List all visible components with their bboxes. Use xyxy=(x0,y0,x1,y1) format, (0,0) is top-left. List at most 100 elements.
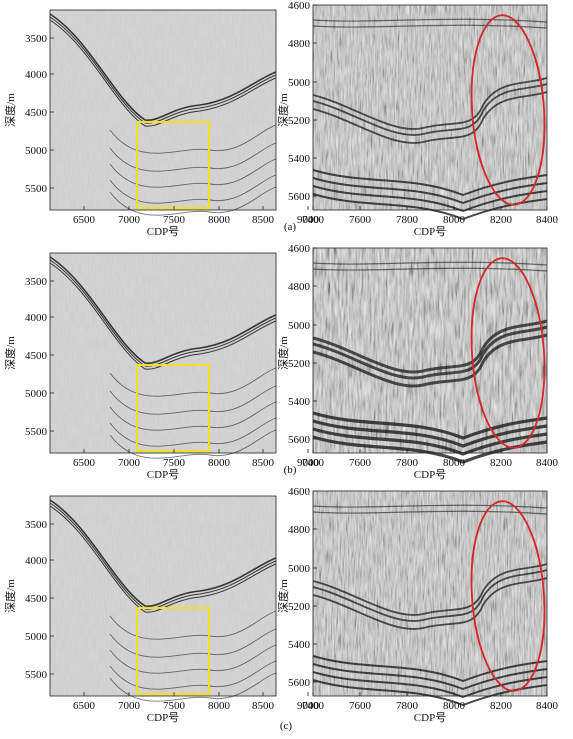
x-tick-label: 7000 xyxy=(118,214,141,226)
y-tick-label: 4800 xyxy=(288,281,311,293)
y-tick-label: 3500 xyxy=(25,519,48,531)
zoom-frame xyxy=(312,4,548,211)
x-tick-label: 8200 xyxy=(490,214,513,226)
y-tick-label: 4600 xyxy=(288,486,311,498)
y-axis-label: 深度/m xyxy=(276,336,290,370)
zoom-frame xyxy=(312,490,548,697)
zoom-reflector xyxy=(312,91,548,144)
x-tick-label: 8000 xyxy=(208,700,231,712)
y-axis-label: 深度/m xyxy=(3,93,17,127)
x-tick-label: 7400 xyxy=(302,457,325,469)
overview-noise xyxy=(50,10,276,210)
y-tick-label: 5600 xyxy=(288,677,311,689)
seabed-reflector xyxy=(49,256,277,364)
x-tick-label: 8000 xyxy=(443,457,466,469)
highlight-ellipse xyxy=(470,14,546,206)
seabed-reflector xyxy=(49,502,277,610)
x-tick-label: 7600 xyxy=(349,214,372,226)
x-tick-label: 8400 xyxy=(536,457,559,469)
x-tick-label: 7500 xyxy=(163,214,186,226)
y-tick-label: 3500 xyxy=(25,33,48,45)
y-tick-label: 5000 xyxy=(288,563,311,575)
x-tick-label: 9000 xyxy=(297,700,320,712)
y-tick-label: 5200 xyxy=(288,601,311,613)
x-tick-label: 8000 xyxy=(443,700,466,712)
y-tick-label: 4000 xyxy=(25,555,48,567)
deep-reflector xyxy=(109,672,277,702)
deep-reflector xyxy=(109,429,277,459)
y-tick-label: 4500 xyxy=(25,107,48,119)
zoom-deep-reflector xyxy=(312,663,548,691)
zoom-reflector xyxy=(312,325,548,380)
y-axis-label: 深度/m xyxy=(3,579,17,613)
x-tick-label: 7000 xyxy=(118,700,141,712)
y-tick-label: 4800 xyxy=(288,38,311,50)
deep-reflector xyxy=(109,610,277,640)
seabed-reflector xyxy=(49,505,277,613)
zoom-plot: 7400 7600 7800 8000 8200 8400 4600 4800 5000 5200… xyxy=(276,486,559,724)
zoom-frame xyxy=(312,247,548,454)
zoom-box xyxy=(136,607,210,695)
panel-tag: (b) xyxy=(284,464,297,476)
zoom-top-reflector xyxy=(312,24,548,29)
y-tick-label: 5500 xyxy=(25,426,48,438)
x-tick-label: 8000 xyxy=(208,214,231,226)
x-tick-label: 8500 xyxy=(252,700,275,712)
y-tick-label: 5400 xyxy=(288,639,311,651)
x-tick-label: 6500 xyxy=(73,700,96,712)
overview-frame xyxy=(49,9,277,211)
zoom-reflector xyxy=(312,77,548,130)
zoom-texture xyxy=(313,5,547,210)
x-tick-label: 8000 xyxy=(208,457,231,469)
zoom-texture xyxy=(313,491,547,696)
y-tick-label: 4500 xyxy=(25,350,48,362)
zoom-box xyxy=(136,364,210,452)
y-tick-label: 5000 xyxy=(25,145,48,157)
y-tick-label: 5000 xyxy=(288,320,311,332)
deep-reflector xyxy=(109,628,277,658)
x-tick-label: 7800 xyxy=(396,214,419,226)
x-tick-label: 9000 xyxy=(297,214,320,226)
zoom-deep-reflector xyxy=(312,411,548,440)
x-tick-label: 7800 xyxy=(396,457,419,469)
overview-frame xyxy=(49,252,277,454)
x-tick-label: 8400 xyxy=(536,700,559,712)
x-tick-label: 9000 xyxy=(297,457,320,469)
x-tick-label: 8200 xyxy=(490,457,513,469)
x-axis-label: CDP号 xyxy=(414,225,446,238)
panel-a: 6500 7000 7500 8000 8500 9000 3500 4000 4500 5000… xyxy=(3,0,559,238)
zoom-deep-reflector xyxy=(312,655,548,683)
deep-reflector xyxy=(109,142,277,172)
y-tick-label: 5000 xyxy=(25,631,48,643)
zoom-texture xyxy=(313,248,547,453)
x-axis-label: CDP号 xyxy=(414,468,446,481)
y-tick-label: 5200 xyxy=(288,115,311,127)
x-tick-label: 8500 xyxy=(252,457,275,469)
deep-reflector xyxy=(109,385,277,415)
y-tick-label: 5500 xyxy=(25,183,48,195)
y-axis-label: 深度/m xyxy=(3,336,17,370)
zoom-deep-reflector xyxy=(312,185,548,213)
seabed-reflector xyxy=(49,19,277,127)
zoom-deep-reflector xyxy=(312,193,548,221)
seabed-reflector xyxy=(49,262,277,370)
y-tick-label: 4800 xyxy=(288,524,311,536)
y-tick-label: 5400 xyxy=(288,396,311,408)
x-tick-label: 6500 xyxy=(73,457,96,469)
x-tick-label: 7400 xyxy=(302,214,325,226)
x-axis-label: CDP号 xyxy=(147,468,179,481)
y-tick-label: 5400 xyxy=(288,153,311,165)
zoom-top-reflector xyxy=(312,18,548,23)
x-tick-label: 6500 xyxy=(73,214,96,226)
y-tick-label: 4000 xyxy=(25,69,48,81)
y-tick-label: 5500 xyxy=(25,669,48,681)
zoom-plot: 7400 7600 7800 8000 8200 8400 4600 4800 5000 5200… xyxy=(276,243,559,481)
x-tick-label: 7600 xyxy=(349,700,372,712)
zoom-reflector xyxy=(312,563,548,616)
y-tick-label: 5600 xyxy=(288,191,311,203)
deep-reflector xyxy=(109,660,277,690)
x-tick-label: 8400 xyxy=(536,214,559,226)
x-tick-label: 7000 xyxy=(118,457,141,469)
zoom-top-reflector xyxy=(312,510,548,515)
